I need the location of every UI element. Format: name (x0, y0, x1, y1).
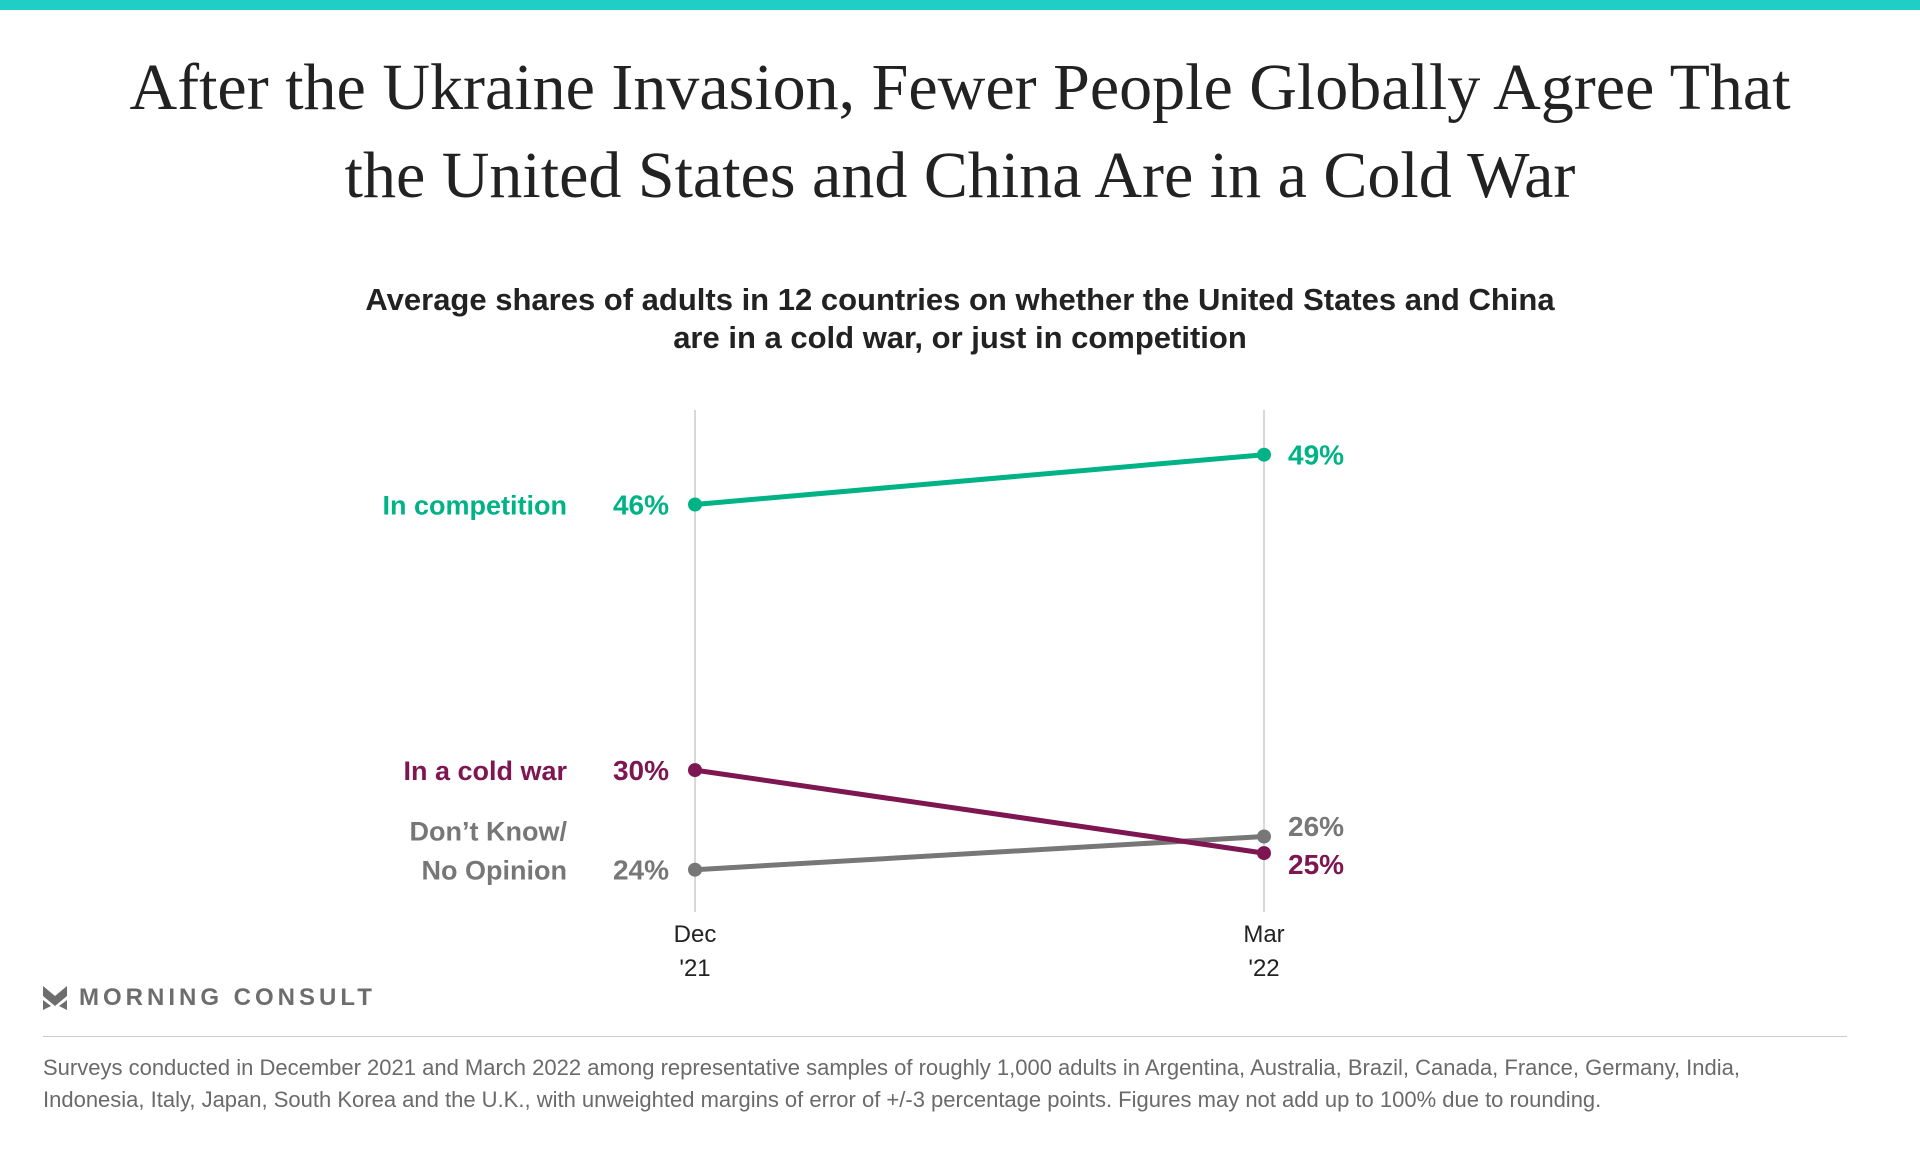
series-name-label: Don’t Know/ (410, 817, 568, 847)
data-label: 25% (1288, 849, 1344, 880)
series-name-label: In a cold war (403, 756, 567, 786)
page-title: After the Ukraine Invasion, Fewer People… (0, 44, 1920, 220)
data-label: 24% (613, 855, 669, 886)
data-label: 49% (1288, 440, 1344, 471)
series-line (694, 452, 1265, 507)
chevron-logo-icon (43, 986, 67, 1010)
subtitle-line-2: are in a cold war, or just in competitio… (673, 320, 1247, 355)
x-tick-label: '21 (679, 955, 710, 982)
data-point (1257, 447, 1271, 462)
data-label: 26% (1288, 811, 1344, 842)
data-point (688, 763, 702, 778)
x-tick-label: '22 (1248, 955, 1279, 982)
data-label: 46% (613, 490, 669, 521)
series-line (694, 834, 1265, 873)
data-label: 30% (613, 755, 669, 786)
top-accent-bar (0, 0, 1920, 10)
series-line (694, 767, 1265, 856)
subtitle-line-1: Average shares of adults in 12 countries… (365, 282, 1555, 317)
x-tick-label: Dec (674, 921, 717, 948)
series-name-label: No Opinion (422, 856, 567, 886)
series-name-label: In competition (383, 491, 568, 521)
footnote: Surveys conducted in December 2021 and M… (43, 1055, 1740, 1112)
footer-divider (43, 1036, 1847, 1037)
chart-subtitle: Average shares of adults in 12 countries… (0, 281, 1920, 357)
data-point (1257, 846, 1271, 861)
x-tick-label: Mar (1243, 921, 1284, 948)
data-point (1257, 829, 1271, 844)
morning-consult-logo: MORNING CONSULT (43, 984, 376, 1012)
brand-name: MORNING CONSULT (79, 984, 376, 1011)
data-point (688, 862, 702, 877)
title-line-1: After the Ukraine Invasion, Fewer People… (129, 51, 1791, 124)
data-point (688, 497, 702, 512)
title-line-2: the United States and China Are in a Col… (344, 139, 1576, 212)
